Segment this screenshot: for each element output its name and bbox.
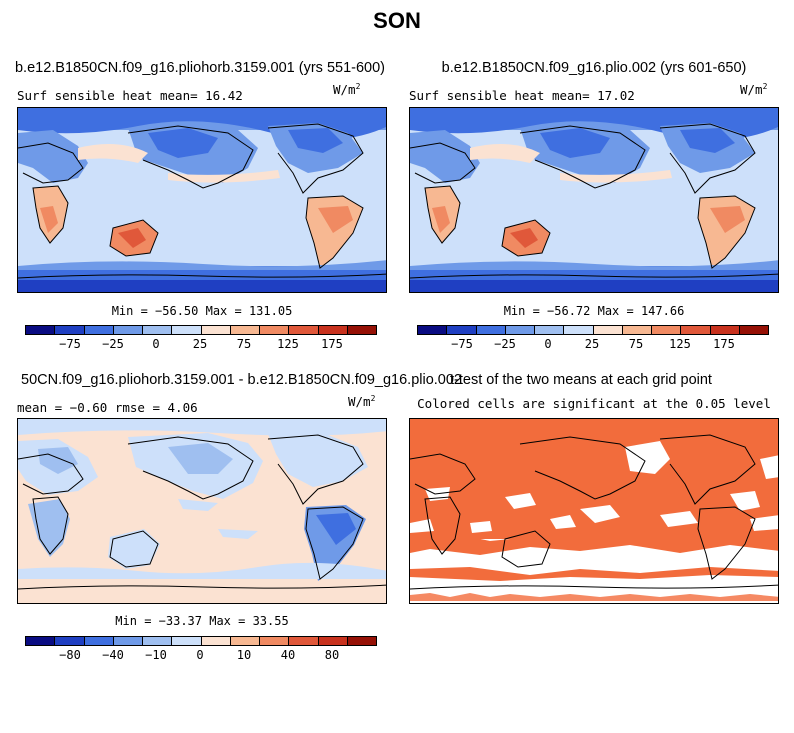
colorbar-tick-label: 125 (277, 337, 299, 351)
colorbar-swatch (172, 326, 202, 334)
colorbar-tick-label: 175 (713, 337, 735, 351)
colorbar-swatch (289, 326, 319, 334)
colorbar-tick-label: −10 (145, 648, 167, 662)
panel-1-minmax: Min = −56.50 Max = 131.05 (111, 304, 293, 318)
panel-2-minmax: Min = −56.72 Max = 147.66 (503, 304, 685, 318)
colorbar-tick-label: −25 (494, 337, 516, 351)
colorbar-tick-label: −40 (102, 648, 124, 662)
colorbar-swatch (710, 326, 740, 334)
panel-3-subtitle: mean = −0.60 rmse = 4.06 (17, 400, 198, 415)
panel-3-minmax: Min = −33.37 Max = 33.55 (115, 614, 289, 628)
colorbar-swatch (230, 637, 260, 645)
colorbar-swatch (26, 326, 56, 334)
colorbar-swatch (681, 326, 711, 334)
colorbar-tick-label: 125 (669, 337, 691, 351)
colorbar-tick-label: 0 (196, 648, 204, 662)
colorbar-swatch (535, 326, 565, 334)
colorbar-swatch (347, 637, 376, 645)
panel-3-units: W/m2 (348, 394, 376, 410)
colorbar-swatch (652, 326, 682, 334)
colorbar-tick-label: 25 (584, 337, 600, 351)
figure-title: SON (373, 8, 421, 33)
colorbar-swatch (347, 326, 376, 334)
panel-3-colorbar (25, 636, 377, 646)
colorbar-swatch (113, 326, 143, 334)
colorbar-swatch (230, 326, 260, 334)
panel-2-map (409, 107, 779, 293)
colorbar-swatch (26, 637, 56, 645)
panel-3-map (17, 418, 387, 604)
colorbar-swatch (318, 326, 348, 334)
panel-2-subtitle: Surf sensible heat mean= 17.02 (409, 88, 635, 103)
colorbar-tick-label: 175 (321, 337, 343, 351)
colorbar-swatch (289, 637, 319, 645)
colorbar-swatch (201, 326, 231, 334)
colorbar-tick-label: 80 (324, 648, 340, 662)
colorbar-swatch (260, 326, 290, 334)
colorbar-tick-label: −75 (451, 337, 473, 351)
colorbar-swatch (201, 637, 231, 645)
colorbar-swatch (505, 326, 535, 334)
colorbar-tick-label: 25 (192, 337, 208, 351)
panel-2-units: W/m2 (740, 82, 768, 98)
colorbar-swatch (418, 326, 448, 334)
colorbar-swatch (447, 326, 477, 334)
colorbar-tick-label: 0 (544, 337, 552, 351)
colorbar-tick-label: −80 (59, 648, 81, 662)
colorbar-swatch (143, 637, 173, 645)
colorbar-tick-label: −25 (102, 337, 124, 351)
panel-4-subtitle: Colored cells are significant at the 0.0… (417, 396, 771, 411)
panel-1-subtitle: Surf sensible heat mean= 16.42 (17, 88, 243, 103)
colorbar-tick-label: −75 (59, 337, 81, 351)
panel-1-map (17, 107, 387, 293)
panel-2-title: b.e12.B1850CN.f09_g16.plio.002 (yrs 601-… (441, 60, 747, 76)
panel-1-colorbar (25, 325, 377, 335)
colorbar-swatch (593, 326, 623, 334)
panel-4-map (409, 418, 779, 604)
colorbar-swatch (143, 326, 173, 334)
colorbar-swatch (260, 637, 290, 645)
colorbar-swatch (84, 637, 114, 645)
panel-1-title: b.e12.B1850CN.f09_g16.pliohorb.3159.001 … (14, 60, 385, 76)
panel-1-units: W/m2 (333, 82, 361, 98)
colorbar-swatch (739, 326, 768, 334)
colorbar-swatch (55, 637, 85, 645)
colorbar-swatch (55, 326, 85, 334)
colorbar-swatch (84, 326, 114, 334)
colorbar-swatch (564, 326, 594, 334)
colorbar-tick-label: 75 (236, 337, 252, 351)
colorbar-tick-label: 0 (152, 337, 160, 351)
panel-3-title: 50CN.f09_g16.pliohorb.3159.001 - b.e12.B… (21, 372, 462, 388)
panel-2-colorbar (417, 325, 769, 335)
colorbar-swatch (172, 637, 202, 645)
colorbar-swatch (476, 326, 506, 334)
panel-4-title: t-test of the two means at each grid poi… (450, 372, 712, 388)
colorbar-swatch (622, 326, 652, 334)
colorbar-tick-label: 40 (280, 648, 296, 662)
colorbar-tick-label: 10 (236, 648, 252, 662)
colorbar-swatch (318, 637, 348, 645)
colorbar-swatch (113, 637, 143, 645)
colorbar-tick-label: 75 (628, 337, 644, 351)
